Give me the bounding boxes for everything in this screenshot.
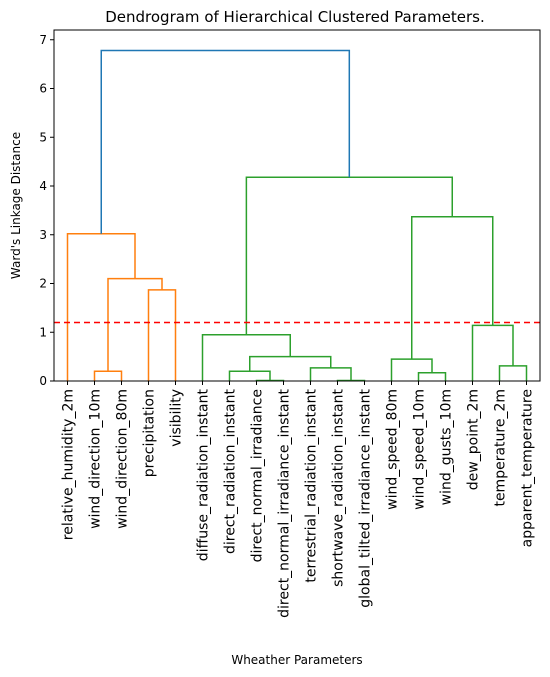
dendrogram-links bbox=[66, 49, 528, 382]
y-axis-label: Ward's Linkage Distance bbox=[9, 132, 23, 279]
y-tick-label: 0 bbox=[39, 374, 47, 388]
leaf-label: visibility bbox=[169, 389, 185, 447]
y-tick-label: 5 bbox=[39, 130, 47, 144]
leaf-label: dew_point_2m bbox=[466, 389, 482, 490]
leaf-label: relative_humidity_2m bbox=[61, 389, 77, 540]
leaf-label: precipitation bbox=[142, 389, 158, 477]
leaf-label: direct_radiation_instant bbox=[223, 389, 239, 555]
dendrogram-link bbox=[66, 233, 136, 381]
leaf-label: wind_direction_80m bbox=[115, 389, 131, 529]
leaf-label: global_tilted_irradiance_instant bbox=[358, 388, 374, 607]
dendrogram-link bbox=[249, 355, 332, 372]
leaf-label: wind_speed_10m bbox=[412, 389, 428, 510]
leaf-label: direct_normal_irradiance bbox=[250, 389, 266, 562]
dendrogram-link bbox=[390, 358, 433, 381]
dendrogram-link bbox=[309, 367, 352, 381]
leaf-label: diffuse_radiation_instant bbox=[196, 388, 212, 561]
dendrogram-link bbox=[471, 324, 514, 381]
dendrogram-link bbox=[411, 215, 494, 360]
leaf-label: terrestrial_radiation_instant bbox=[304, 389, 320, 583]
leaf-label: wind_speed_80m bbox=[385, 389, 401, 510]
y-axis-ticks: 0 1 2 3 4 5 6 7 bbox=[39, 33, 54, 388]
chart-title: Dendrogram of Hierarchical Clustered Par… bbox=[105, 8, 485, 26]
dendrogram-link bbox=[245, 176, 453, 335]
dendrogram-link bbox=[228, 370, 271, 381]
dendrogram-link bbox=[417, 371, 447, 381]
x-axis-ticks: relative_humidity_2m wind_direction_10m wi… bbox=[61, 381, 536, 618]
dendrogram-link bbox=[147, 289, 177, 381]
y-tick-label: 7 bbox=[39, 33, 47, 47]
leaf-label: apparent_temperature bbox=[520, 389, 536, 547]
dendrogram-link bbox=[201, 333, 291, 381]
y-tick-label: 4 bbox=[39, 179, 47, 193]
x-axis-label: Wheather Parameters bbox=[231, 653, 362, 667]
leaf-label: direct_normal_irradiance_instant bbox=[277, 388, 293, 617]
plot-area-frame bbox=[53, 29, 541, 382]
y-tick-label: 2 bbox=[39, 277, 47, 291]
dendrogram-link bbox=[100, 49, 351, 234]
leaf-label: wind_direction_10m bbox=[88, 389, 104, 529]
leaf-label: shortwave_radiation_instant bbox=[331, 388, 347, 586]
y-tick-label: 3 bbox=[39, 228, 47, 242]
dendrogram-link bbox=[93, 370, 123, 381]
dendrogram-link bbox=[498, 365, 528, 381]
leaf-label: wind_gusts_10m bbox=[439, 389, 455, 505]
y-tick-label: 6 bbox=[39, 82, 47, 96]
leaf-label: temperature_2m bbox=[493, 389, 509, 507]
y-tick-label: 1 bbox=[39, 325, 47, 339]
dendrogram-link bbox=[107, 277, 163, 372]
